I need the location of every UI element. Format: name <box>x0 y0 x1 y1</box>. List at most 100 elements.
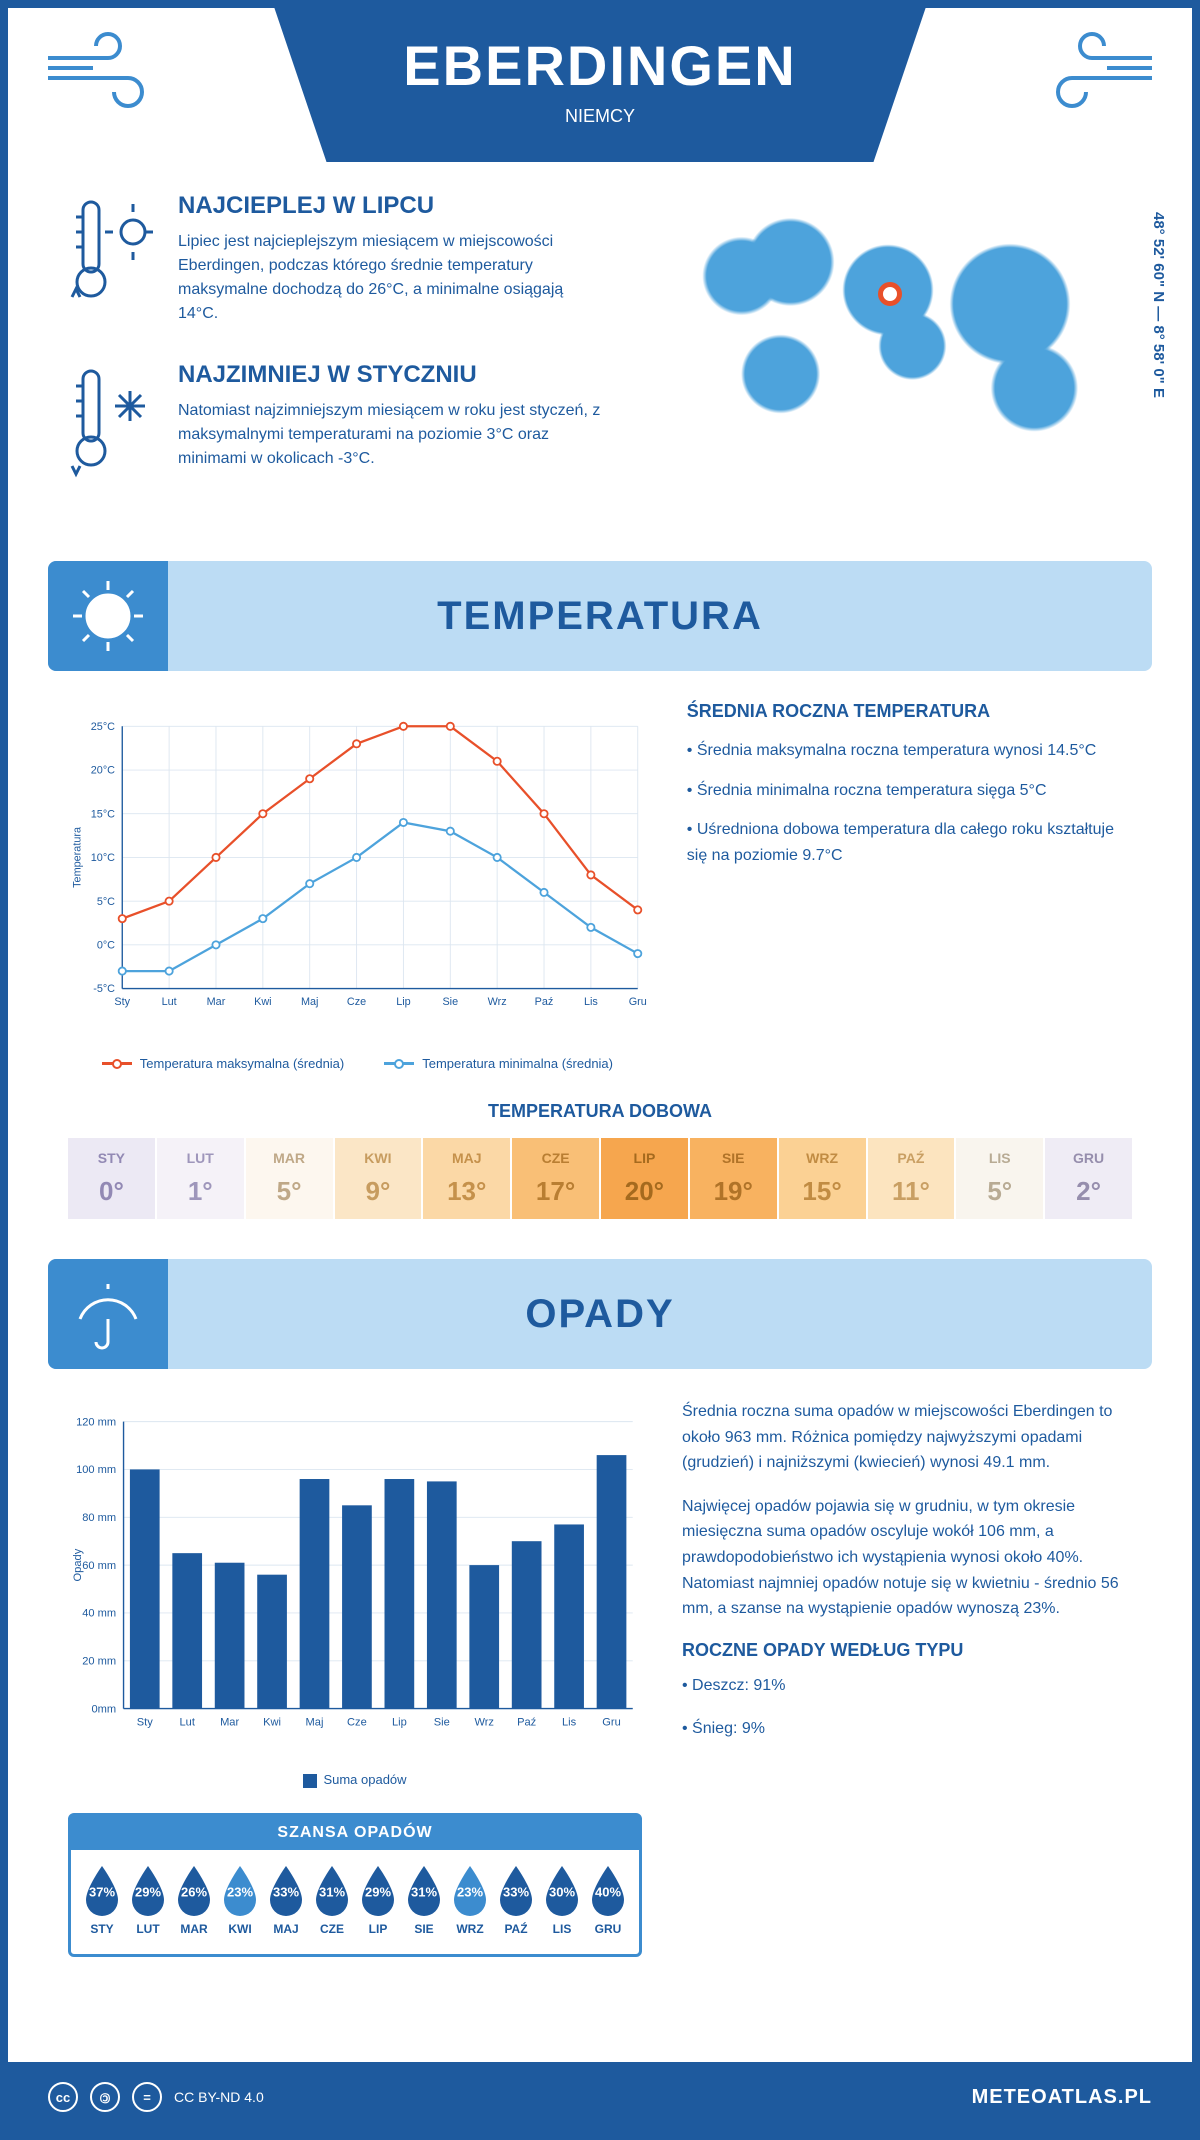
svg-text:Wrz: Wrz <box>488 996 507 1008</box>
svg-text:60 mm: 60 mm <box>82 1560 116 1572</box>
rain-chance-drop: 40%GRU <box>587 1864 629 1936</box>
dobowa-title: TEMPERATURA DOBOWA <box>68 1101 1132 1122</box>
header-banner: EBERDINGEN NIEMCY <box>274 8 925 162</box>
svg-text:Mar: Mar <box>220 1716 239 1728</box>
dobowa-cell: LIS5° <box>956 1138 1043 1219</box>
wind-icon <box>38 18 178 118</box>
svg-text:Sty: Sty <box>137 1716 153 1728</box>
precipitation-bar-chart: 0mm 20 mm 40 mm 60 mm 80 mm 100 mm 120 mm Sty Lu… <box>68 1399 642 1759</box>
section-precipitation: OPADY <box>48 1259 1152 1369</box>
dobowa-cell: GRU2° <box>1045 1138 1132 1219</box>
dobowa-cell: KWI9° <box>335 1138 422 1219</box>
dobowa-cell: LIP20° <box>601 1138 688 1219</box>
svg-text:Opady: Opady <box>72 1548 84 1581</box>
opady-type-bullet: • Śnieg: 9% <box>682 1716 1132 1742</box>
svg-text:100 mm: 100 mm <box>76 1464 116 1476</box>
fact-hot-text: Lipiec jest najcieplejszym miesiącem w m… <box>178 230 604 326</box>
rain-chance-drop: 30%LIS <box>541 1864 583 1936</box>
city-title: EBERDINGEN <box>274 33 925 98</box>
fact-cold-title: NAJZIMNIEJ W STYCZNIU <box>178 361 604 389</box>
dobowa-cell: CZE17° <box>512 1138 599 1219</box>
legend-min-label: Temperatura minimalna (średnia) <box>422 1056 613 1071</box>
svg-text:20°C: 20°C <box>91 765 115 777</box>
rain-chance-drop: 31%CZE <box>311 1864 353 1936</box>
svg-text:-5°C: -5°C <box>93 983 115 995</box>
svg-text:0mm: 0mm <box>91 1703 116 1715</box>
rain-chance-drop: 31%SIE <box>403 1864 445 1936</box>
dobowa-cell: SIE19° <box>690 1138 777 1219</box>
rain-chance-drop: 33%PAŹ <box>495 1864 537 1936</box>
rain-chance-drop: 23%KWI <box>219 1864 261 1936</box>
cc-icon: cc <box>48 2082 78 2112</box>
temp-bullet: • Średnia maksymalna roczna temperatura … <box>687 738 1132 764</box>
svg-text:Lis: Lis <box>584 996 598 1008</box>
svg-text:15°C: 15°C <box>91 808 115 820</box>
umbrella-icon <box>48 1259 168 1369</box>
dobowa-cell: LUT1° <box>157 1138 244 1219</box>
svg-text:10°C: 10°C <box>91 852 115 864</box>
svg-text:Kwi: Kwi <box>263 1716 281 1728</box>
thermometer-snow-icon <box>68 361 158 486</box>
license-text: CC BY-ND 4.0 <box>174 2089 264 2105</box>
svg-text:0°C: 0°C <box>97 939 115 951</box>
opady-type-bullet: • Deszcz: 91% <box>682 1673 1132 1699</box>
sun-icon <box>48 561 168 671</box>
svg-text:Lip: Lip <box>392 1716 407 1728</box>
opady-p1: Średnia roczna suma opadów w miejscowośc… <box>682 1399 1132 1476</box>
daily-temp-grid: STY0°LUT1°MAR5°KWI9°MAJ13°CZE17°LIP20°SI… <box>68 1138 1132 1219</box>
fact-cold-text: Natomiast najzimniejszym miesiącem w rok… <box>178 399 604 471</box>
svg-text:Sie: Sie <box>442 996 458 1008</box>
nd-icon: = <box>132 2082 162 2112</box>
svg-text:Wrz: Wrz <box>474 1716 494 1728</box>
temp-side-title: ŚREDNIA ROCZNA TEMPERATURA <box>687 701 1132 722</box>
country: NIEMCY <box>274 106 925 127</box>
footer: cc 🄯 = CC BY-ND 4.0 METEOATLAS.PL <box>8 2062 1192 2132</box>
rain-chance-drop: 29%LIP <box>357 1864 399 1936</box>
opady-type-title: ROCZNE OPADY WEDŁUG TYPU <box>682 1640 1132 1661</box>
svg-text:40 mm: 40 mm <box>82 1608 116 1620</box>
fact-coldest: NAJZIMNIEJ W STYCZNIU Natomiast najzimni… <box>68 361 604 486</box>
svg-text:20 mm: 20 mm <box>82 1655 116 1667</box>
location-marker-icon <box>878 282 902 306</box>
svg-text:Sty: Sty <box>114 996 130 1008</box>
rain-chance-panel: SZANSA OPADÓW 37%STY29%LUT26%MAR23%KWI33… <box>68 1813 642 1957</box>
svg-text:Maj: Maj <box>301 996 318 1008</box>
bar-chart-legend: Suma opadów <box>68 1772 642 1788</box>
svg-text:Paź: Paź <box>517 1716 536 1728</box>
svg-text:80 mm: 80 mm <box>82 1512 116 1524</box>
section-temperature: TEMPERATURA <box>48 561 1152 671</box>
svg-text:5°C: 5°C <box>97 896 115 908</box>
wind-icon <box>1022 18 1162 118</box>
svg-text:Gru: Gru <box>629 996 647 1008</box>
svg-text:Gru: Gru <box>602 1716 621 1728</box>
dobowa-cell: STY0° <box>68 1138 155 1219</box>
svg-text:Lut: Lut <box>179 1716 194 1728</box>
svg-text:Lis: Lis <box>562 1716 577 1728</box>
dobowa-cell: WRZ15° <box>779 1138 866 1219</box>
legend-max-label: Temperatura maksymalna (średnia) <box>140 1056 344 1071</box>
dobowa-cell: MAJ13° <box>423 1138 510 1219</box>
dobowa-cell: MAR5° <box>246 1138 333 1219</box>
temp-bullet: • Uśredniona dobowa temperatura dla całe… <box>687 817 1132 868</box>
svg-text:Cze: Cze <box>347 996 366 1008</box>
svg-text:Kwi: Kwi <box>254 996 271 1008</box>
temp-bullet: • Średnia minimalna roczna temperatura s… <box>687 778 1132 804</box>
section-opady-title: OPADY <box>525 1292 674 1337</box>
coordinates: 48° 52' 60" N — 8° 58' 0" E <box>1150 212 1167 398</box>
section-temp-title: TEMPERATURA <box>437 594 763 639</box>
rain-chance-drop: 37%STY <box>81 1864 123 1936</box>
svg-text:Maj: Maj <box>306 1716 324 1728</box>
svg-text:Sie: Sie <box>434 1716 450 1728</box>
fact-hot-title: NAJCIEPLEJ W LIPCU <box>178 192 604 220</box>
rain-chance-drop: 26%MAR <box>173 1864 215 1936</box>
rain-chance-drop: 33%MAJ <box>265 1864 307 1936</box>
line-chart-legend: Temperatura maksymalna (średnia) Tempera… <box>68 1056 647 1071</box>
fact-hottest: NAJCIEPLEJ W LIPCU Lipiec jest najcieple… <box>68 192 604 326</box>
svg-text:Lut: Lut <box>162 996 177 1008</box>
svg-text:Mar: Mar <box>207 996 226 1008</box>
dobowa-cell: PAŹ11° <box>868 1138 955 1219</box>
svg-text:120 mm: 120 mm <box>76 1416 116 1428</box>
rain-chance-drop: 29%LUT <box>127 1864 169 1936</box>
opady-p2: Najwięcej opadów pojawia się w grudniu, … <box>682 1494 1132 1622</box>
world-map <box>644 192 1132 472</box>
